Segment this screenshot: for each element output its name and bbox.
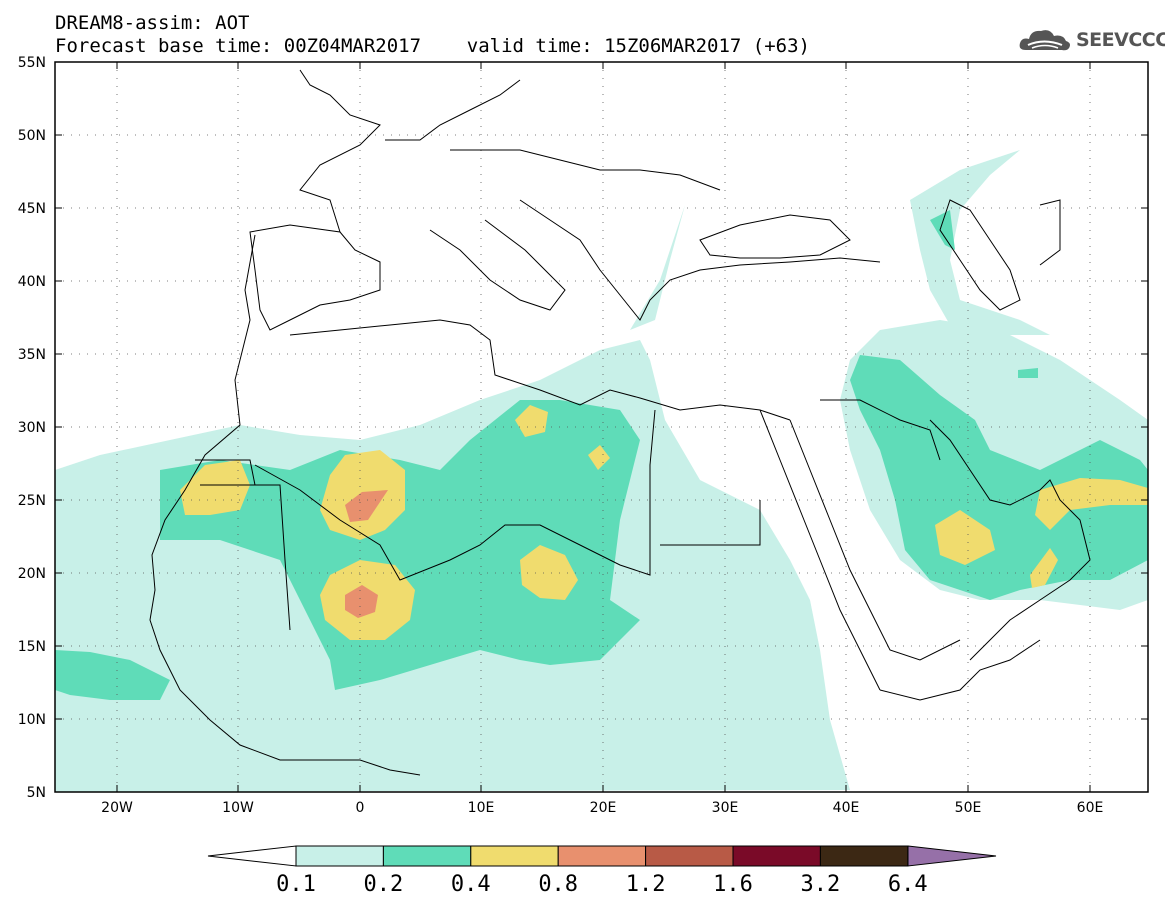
border-line (254, 409, 656, 581)
longitude-labels: 20W 10W 0 10E 20E 30E 40E 50E 60E (101, 800, 1103, 816)
coastline-caspian (939, 199, 1021, 311)
aot-region (935, 510, 995, 565)
lon-label: 60E (1077, 800, 1104, 816)
lon-label: 20E (590, 800, 617, 816)
lat-label: 35N (18, 347, 46, 363)
coastline-balkans-greece (519, 199, 881, 321)
lat-label: 50N (18, 128, 46, 144)
border-line (660, 500, 761, 546)
lon-label: 0 (356, 800, 365, 816)
colorbar: 0.1 0.2 0.4 0.8 1.2 1.6 3.2 6.4 (207, 845, 997, 897)
border-line (195, 459, 291, 631)
border-line (450, 149, 721, 191)
colorbar-box (732, 845, 821, 867)
colorbar-label: 0.4 (451, 872, 491, 897)
lat-label: 45N (18, 201, 46, 217)
colorbar-over-triangle (907, 845, 997, 867)
aot-region (1035, 478, 1148, 530)
aot-region (588, 445, 610, 470)
lat-label: 55N (18, 55, 46, 71)
colorbar-box (382, 845, 472, 867)
map-title: DREAM8-assim: AOT (55, 12, 250, 34)
coastline-arabia-south (879, 639, 1041, 701)
forecast-times: Forecast base time: 00Z04MAR2017 valid t… (55, 35, 810, 57)
lon-label: 10E (468, 800, 495, 816)
coastline-africa-west (149, 234, 421, 776)
aot-region (345, 585, 378, 618)
lat-label: 30N (18, 420, 46, 436)
lat-label: 20N (18, 566, 46, 582)
colorbar-labels: 0.1 0.2 0.4 0.8 1.2 1.6 3.2 6.4 (276, 872, 928, 897)
coastline-gulf (929, 419, 1091, 661)
logo-text: SEEVCCC (1076, 29, 1165, 51)
aot-region (640, 580, 800, 700)
lon-label: 40E (833, 800, 860, 816)
aot-region (345, 490, 388, 522)
colorbar-boxes (295, 845, 909, 867)
colorbar-box (557, 845, 647, 867)
colorbar-label: 0.2 (364, 872, 404, 897)
lat-label: 10N (18, 712, 46, 728)
coastline-france-uk (299, 69, 521, 233)
graticule (55, 62, 1148, 792)
aot-region (520, 545, 578, 600)
coastline-north-africa (289, 319, 791, 421)
lat-label: 25N (18, 493, 46, 509)
coastline-black-sea (699, 214, 851, 259)
lon-label: 50E (955, 800, 982, 816)
latitude-labels: 55N 50N 45N 40N 35N 30N 25N 20N 15N 10N … (18, 55, 46, 801)
coastline-red-sea (759, 409, 961, 691)
seevccc-logo: SEEVCCC (1018, 26, 1165, 54)
colorbar-label: 0.8 (538, 872, 578, 897)
colorbar-label: 0.1 (276, 872, 316, 897)
border-line (1039, 199, 1061, 266)
aot-region (55, 650, 170, 700)
aot-region (850, 355, 1148, 600)
aot-region (515, 405, 548, 437)
colorbar-box (645, 845, 734, 867)
coastlines (149, 69, 1091, 776)
colorbar-label: 6.4 (888, 872, 928, 897)
axis-ticks (55, 61, 1148, 793)
coastline-italy (429, 219, 566, 311)
aot-region (910, 150, 1050, 335)
aot-band-0.8 (345, 490, 388, 618)
colorbar-label: 1.6 (713, 872, 753, 897)
colorbar-box (295, 845, 384, 867)
lon-label: 10W (222, 800, 254, 816)
aot-region (1030, 548, 1058, 588)
lat-label: 15N (18, 639, 46, 655)
aot-band-0.2 (55, 210, 1148, 700)
lon-label: 20W (101, 800, 133, 816)
lat-label: 40N (18, 274, 46, 290)
colorbar-label: 3.2 (801, 872, 841, 897)
aot-region (630, 205, 685, 330)
aot-region (180, 460, 250, 515)
lon-label: 30E (712, 800, 739, 816)
colorbar-box (470, 845, 559, 867)
aot-region (930, 210, 955, 250)
lat-label: 5N (27, 785, 46, 801)
coastline-iberia (249, 224, 381, 331)
cloud-icon (1019, 30, 1070, 51)
border-line (820, 399, 941, 461)
colorbar-box (819, 845, 909, 867)
colorbar-under-triangle (207, 845, 297, 867)
colorbar-label: 1.2 (626, 872, 666, 897)
aot-region (160, 400, 640, 690)
aot-region (1018, 368, 1038, 378)
aot-field (55, 150, 1148, 792)
